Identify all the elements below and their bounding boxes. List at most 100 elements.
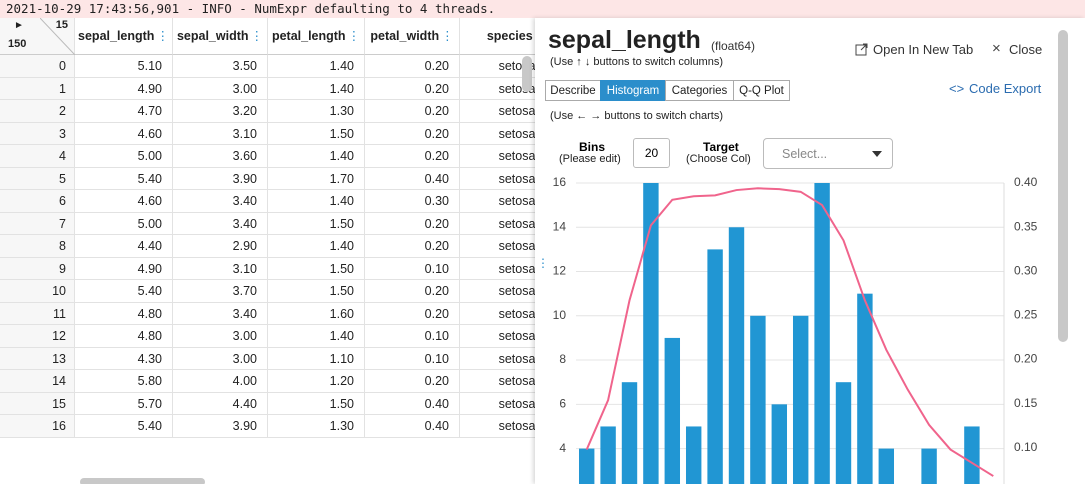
- grid-cell: 0.40: [365, 392, 460, 415]
- grid-cell: 3.50: [173, 55, 268, 78]
- grid-cell: 1.40: [268, 55, 365, 78]
- column-header[interactable]: petal_length ⋮: [268, 18, 365, 55]
- bar: [878, 448, 895, 484]
- grid-cell: 0.20: [365, 122, 460, 145]
- y2-tick-label: 0.20: [1014, 352, 1038, 366]
- row-index: 7: [0, 212, 75, 235]
- grid-cell: 4.70: [75, 100, 173, 123]
- grid-cell: 3.40: [173, 302, 268, 325]
- column-header[interactable]: petal_width ⋮: [365, 18, 460, 55]
- grid-cell: 1.70: [268, 167, 365, 190]
- y-tick-label: 12: [553, 264, 567, 278]
- grid-cell: 4.60: [75, 122, 173, 145]
- y2-tick-label: 0.35: [1014, 219, 1038, 233]
- grid-cell: 4.40: [173, 392, 268, 415]
- bar: [750, 315, 766, 484]
- grid-hscrollbar[interactable]: [80, 478, 205, 484]
- row-index: 8: [0, 235, 75, 258]
- row-count: 150: [8, 38, 27, 50]
- column-header[interactable]: sepal_length ⋮: [75, 18, 173, 55]
- column-menu[interactable]: ⋮: [347, 29, 361, 43]
- grid-cell: 5.40: [75, 280, 173, 303]
- row-index: 0: [0, 55, 75, 78]
- grid-cell: 5.40: [75, 167, 173, 190]
- row-index: 6: [0, 190, 75, 213]
- column-name: species: [486, 29, 533, 43]
- open-new-tab[interactable]: Open In New Tab: [873, 42, 974, 57]
- grid-cell: setosa: [460, 303, 535, 325]
- grid-cell: 1.10: [268, 347, 365, 370]
- grid-cell: 1.50: [268, 280, 365, 303]
- corner-diagonal: [40, 18, 75, 55]
- column-header[interactable]: species⋮: [460, 18, 535, 55]
- grid-scrollbar[interactable]: [522, 56, 532, 92]
- grid-cell: 4.80: [75, 325, 173, 348]
- chart-tab[interactable]: Histogram: [600, 80, 666, 101]
- grid-cell: 1.40: [268, 77, 365, 100]
- column-name: sepal_length: [78, 29, 155, 43]
- grid-cell: 1.30: [268, 415, 365, 438]
- chart-tab[interactable]: Describe: [545, 80, 601, 101]
- y-tick-label: 14: [553, 219, 567, 233]
- close[interactable]: Close: [1009, 42, 1043, 57]
- grid-cell: setosa: [460, 415, 535, 438]
- chart-tab[interactable]: Q-Q Plot: [733, 80, 790, 101]
- bins-hint: (Please edit): [559, 153, 621, 165]
- column-name: petal_width: [370, 29, 440, 43]
- column-name: petal_length: [271, 29, 346, 43]
- grid-cell: 5.00: [75, 145, 173, 168]
- column-name: sepal_width: [176, 29, 249, 43]
- grid-cell: 3.90: [173, 167, 268, 190]
- row-index: 12: [0, 325, 75, 348]
- bar: [600, 426, 616, 484]
- log-line: 2021-10-29 17:43:56,901 - INFO - NumExpr…: [0, 0, 1085, 18]
- target-placeholder: Select...: [782, 147, 828, 161]
- resize-handle[interactable]: ⋮: [537, 256, 549, 270]
- close-icon: ×: [992, 40, 1001, 57]
- y-tick-label: 4: [559, 441, 566, 455]
- grid-cell: 3.70: [173, 280, 268, 303]
- grid-cell: setosa: [460, 190, 535, 213]
- y-tick-label: 6: [559, 396, 566, 410]
- grid-cell: 3.00: [173, 325, 268, 348]
- grid-cell: 3.90: [173, 415, 268, 438]
- panel-scrollbar[interactable]: [1058, 30, 1068, 342]
- grid-corner[interactable]: ► 15 150: [0, 18, 75, 55]
- grid-cell: 1.20: [268, 370, 365, 393]
- target-label: Target: [703, 140, 739, 154]
- bar: [835, 382, 852, 484]
- grid-cell: setosa: [460, 370, 535, 393]
- column-menu[interactable]: ⋮: [156, 29, 169, 43]
- grid-cell: 1.40: [268, 190, 365, 213]
- column-header[interactable]: sepal_width ⋮: [173, 18, 268, 55]
- column-hint: (Use ↑ ↓ buttons to switch columns): [550, 56, 724, 68]
- grid-cell: 5.40: [75, 415, 173, 438]
- bins-label: Bins: [579, 140, 606, 154]
- target-hint: (Choose Col): [686, 153, 751, 165]
- y2-tick-label: 0.25: [1014, 308, 1038, 322]
- grid-cell: 0.20: [365, 55, 460, 78]
- target-select[interactable]: Select...: [763, 138, 893, 169]
- bar: [578, 448, 595, 484]
- chart-hint: (Use ← → buttons to switch charts): [550, 110, 723, 122]
- bar: [643, 183, 659, 484]
- row-index: 13: [0, 347, 75, 370]
- column-menu[interactable]: ⋮: [250, 29, 264, 43]
- grid-cell: 0.20: [365, 370, 460, 393]
- grid-cell: 0.10: [365, 325, 460, 348]
- grid-cell: 0.20: [365, 280, 460, 303]
- y2-tick-label: 0.40: [1014, 175, 1038, 189]
- column-menu[interactable]: ⋮: [441, 29, 454, 43]
- grid-cell: 0.40: [365, 415, 460, 438]
- grid-cell: 3.00: [173, 77, 268, 100]
- grid-cell: setosa: [460, 235, 535, 258]
- grid-cell: 5.10: [75, 55, 173, 78]
- grid-cell: 0.20: [365, 235, 460, 258]
- bins-input[interactable]: 20: [633, 138, 670, 168]
- bar: [921, 448, 937, 484]
- code-export[interactable]: Code Export: [969, 81, 1042, 96]
- grid-cell: 0.10: [365, 347, 460, 370]
- chart-tab[interactable]: Categories: [665, 80, 734, 101]
- grid-cell: setosa: [460, 213, 535, 235]
